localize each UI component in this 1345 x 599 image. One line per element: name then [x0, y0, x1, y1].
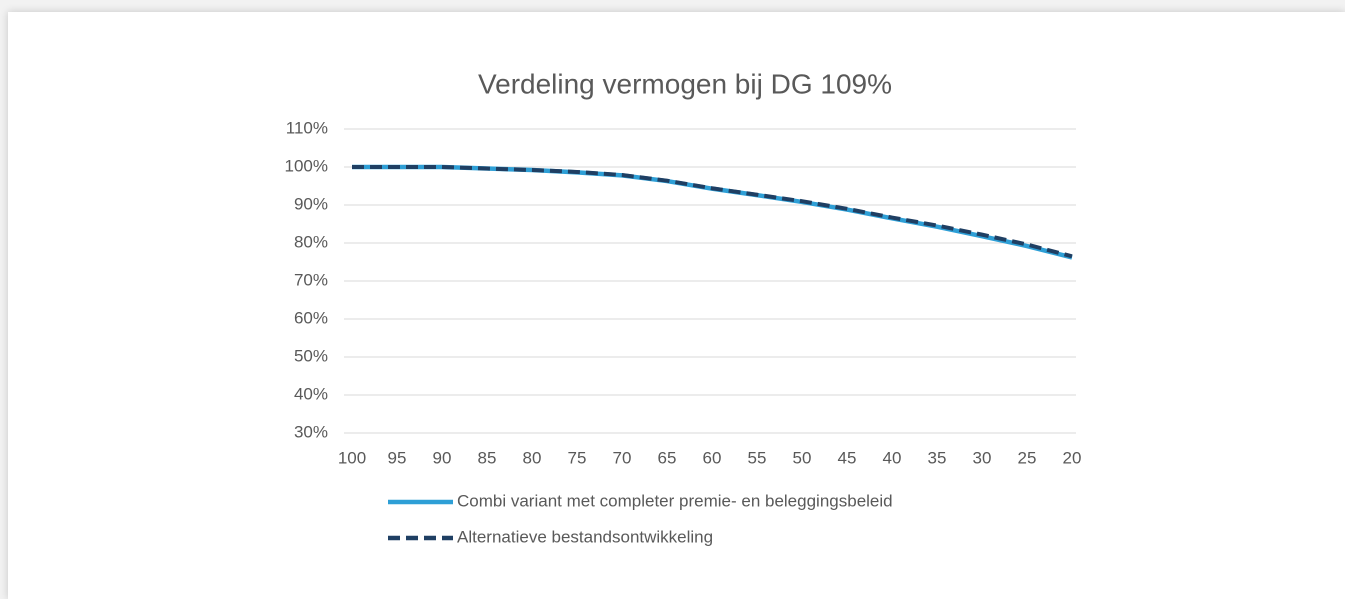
x-tick-label: 95	[388, 448, 407, 467]
x-tick-label: 40	[883, 448, 902, 467]
x-tick-label: 25	[1018, 448, 1037, 467]
x-tick-label: 75	[568, 448, 587, 467]
x-tick-label: 100	[338, 448, 366, 467]
x-tick-label: 55	[748, 448, 767, 467]
legend-label: Alternatieve bestandsontwikkeling	[457, 527, 713, 546]
x-tick-label: 60	[703, 448, 722, 467]
y-tick-label: 50%	[294, 346, 328, 365]
x-tick-label: 85	[478, 448, 497, 467]
series-line	[352, 165, 1073, 259]
x-tick-label: 90	[433, 448, 452, 467]
y-tick-label: 60%	[294, 308, 328, 327]
x-tick-label: 45	[838, 448, 857, 467]
legend-label: Combi variant met completer premie- en b…	[457, 491, 893, 510]
x-tick-label: 80	[523, 448, 542, 467]
y-tick-label: 110%	[286, 118, 328, 137]
x-tick-label: 65	[658, 448, 677, 467]
y-tick-label: 70%	[294, 270, 328, 289]
x-tick-label: 50	[793, 448, 812, 467]
y-tick-label: 30%	[294, 422, 328, 441]
y-tick-label: 80%	[294, 232, 328, 251]
y-tick-label: 40%	[294, 384, 328, 403]
x-tick-label: 70	[613, 448, 632, 467]
x-tick-label: 35	[928, 448, 947, 467]
y-tick-label: 100%	[285, 156, 328, 175]
x-tick-label: 30	[973, 448, 992, 467]
y-tick-label: 90%	[294, 194, 328, 213]
x-tick-label: 20	[1063, 448, 1082, 467]
card	[8, 12, 1345, 599]
series-line	[352, 164, 1073, 260]
chart-title: Verdeling vermogen bij DG 109%	[478, 68, 892, 99]
